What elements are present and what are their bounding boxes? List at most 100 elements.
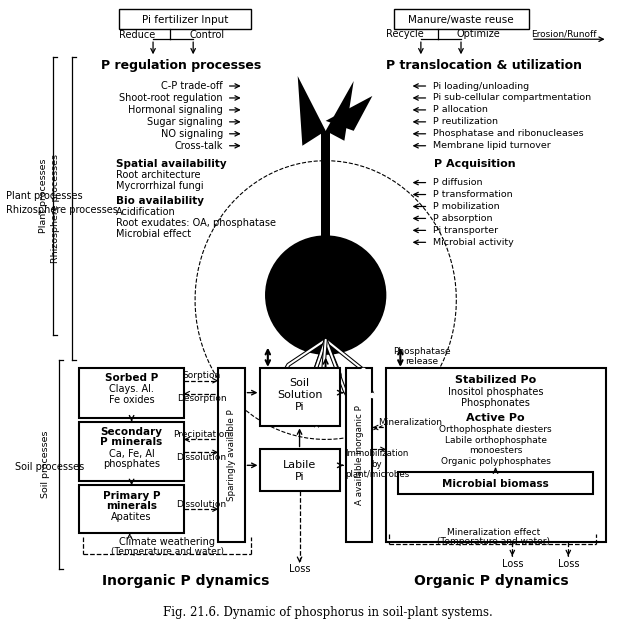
Text: P regulation processes: P regulation processes — [101, 58, 261, 72]
Text: P reutilization: P reutilization — [433, 118, 498, 126]
Text: Primary P: Primary P — [103, 491, 160, 501]
Polygon shape — [326, 96, 373, 131]
Text: Spatial availability: Spatial availability — [115, 159, 227, 169]
Text: Pi: Pi — [295, 401, 305, 411]
Text: Manure/waste reuse: Manure/waste reuse — [408, 15, 514, 25]
Polygon shape — [298, 76, 326, 146]
Text: Immobilization
by
plant/microbes: Immobilization by plant/microbes — [345, 450, 409, 479]
Text: Active Po: Active Po — [466, 413, 525, 423]
Bar — [260, 449, 339, 491]
Text: P minerals: P minerals — [100, 437, 163, 447]
Text: Soil processes: Soil processes — [15, 462, 84, 472]
Text: Sparingly available P: Sparingly available P — [227, 409, 236, 501]
Text: Rhizosphere processes: Rhizosphere processes — [6, 206, 117, 216]
Text: Ca, Fe, Al: Ca, Fe, Al — [109, 449, 155, 459]
Text: P diffusion: P diffusion — [433, 178, 482, 187]
Text: Clays. Al.: Clays. Al. — [109, 384, 154, 394]
Text: Mycrorrhizal fungi: Mycrorrhizal fungi — [115, 181, 203, 191]
Text: Phosphatase and ribonucleases: Phosphatase and ribonucleases — [433, 130, 583, 138]
Text: Sorbed P: Sorbed P — [105, 373, 158, 382]
Text: Phosphonates: Phosphonates — [461, 398, 530, 408]
Text: Dissolution: Dissolution — [177, 453, 227, 462]
Text: NO signaling: NO signaling — [161, 129, 223, 139]
Bar — [79, 421, 184, 481]
Text: Labile orthophosphate: Labile orthophosphate — [444, 436, 547, 445]
Bar — [79, 368, 184, 418]
Text: release: release — [405, 357, 439, 366]
Text: Root exudates: OA, phosphatase: Root exudates: OA, phosphatase — [115, 218, 276, 228]
Text: Plant processes: Plant processes — [39, 159, 49, 233]
Text: Loss: Loss — [558, 559, 579, 569]
Text: Pi loading/unloading: Pi loading/unloading — [433, 82, 529, 91]
Text: monoesters: monoesters — [469, 446, 522, 455]
Text: Reduce: Reduce — [119, 30, 155, 40]
Text: Microbial biomass: Microbial biomass — [442, 479, 549, 489]
Text: Organic polyphosphates: Organic polyphosphates — [441, 457, 550, 466]
Text: Optimize: Optimize — [457, 29, 500, 39]
Text: Secondary: Secondary — [100, 428, 163, 438]
Text: Shoot-root regulation: Shoot-root regulation — [119, 93, 223, 103]
Text: Dissolution: Dissolution — [177, 499, 227, 509]
Text: Microbial activity: Microbial activity — [433, 238, 514, 247]
Text: minerals: minerals — [106, 501, 157, 511]
Text: P mobilization: P mobilization — [433, 202, 500, 211]
Text: Organic P dynamics: Organic P dynamics — [414, 574, 569, 588]
Text: Hormonal signaling: Hormonal signaling — [129, 105, 223, 115]
Text: Loss: Loss — [289, 564, 310, 574]
Text: Fe oxides: Fe oxides — [109, 394, 154, 404]
Text: Plant processes: Plant processes — [6, 191, 82, 201]
Bar — [260, 368, 339, 425]
Text: Mineralization: Mineralization — [378, 418, 442, 427]
Text: Solution: Solution — [277, 389, 323, 399]
Text: C-P trade-off: C-P trade-off — [162, 81, 223, 91]
Text: Rhizosphere processes: Rhizosphere processes — [51, 154, 59, 263]
Text: Control: Control — [190, 30, 225, 40]
Text: Apatites: Apatites — [111, 512, 152, 522]
Bar — [399, 472, 593, 494]
Text: A available inorganic P: A available inorganic P — [355, 406, 364, 505]
Bar — [346, 368, 373, 542]
Text: (Temperature and water): (Temperature and water) — [110, 547, 223, 557]
Text: Sorption: Sorption — [182, 371, 221, 380]
Text: Bio availability: Bio availability — [115, 196, 203, 206]
Text: P allocation: P allocation — [433, 106, 488, 114]
Text: (Temperature and water): (Temperature and water) — [437, 538, 550, 547]
Text: Phosphatase: Phosphatase — [393, 347, 451, 357]
Text: Recycle: Recycle — [386, 29, 424, 39]
Text: Cross-talk: Cross-talk — [175, 141, 223, 151]
Text: Microbial effect: Microbial effect — [115, 230, 191, 240]
Text: Precipitation: Precipitation — [173, 430, 230, 439]
Bar — [394, 9, 529, 30]
Text: Orthophosphate diesters: Orthophosphate diesters — [439, 425, 552, 434]
Text: Pi sub-cellular compartmentation: Pi sub-cellular compartmentation — [433, 94, 591, 103]
Text: Membrane lipid turnover: Membrane lipid turnover — [433, 142, 551, 150]
Text: Soil processes: Soil processes — [41, 431, 51, 498]
Text: P translocation & utilization: P translocation & utilization — [386, 58, 582, 72]
Bar — [119, 9, 251, 30]
Text: Labile: Labile — [283, 460, 316, 470]
Text: Pi transporter: Pi transporter — [433, 226, 498, 235]
Text: P transformation: P transformation — [433, 190, 513, 199]
Text: P absorption: P absorption — [433, 214, 492, 223]
Ellipse shape — [265, 235, 386, 355]
Bar — [321, 131, 330, 300]
Text: Root architecture: Root architecture — [115, 170, 200, 180]
Text: Mineralization effect: Mineralization effect — [447, 528, 540, 537]
Text: Desorption: Desorption — [177, 394, 227, 403]
Text: Sugar signaling: Sugar signaling — [147, 117, 223, 127]
Text: Fig. 21.6. Dynamic of phosphorus in soil-plant systems.: Fig. 21.6. Dynamic of phosphorus in soil… — [163, 606, 492, 619]
Text: Stabilized Po: Stabilized Po — [455, 375, 536, 385]
Bar — [79, 485, 184, 533]
Text: Soil: Soil — [290, 377, 310, 387]
Text: Climate weathering: Climate weathering — [119, 537, 215, 547]
Bar — [218, 368, 245, 542]
Text: Pi fertilizer Input: Pi fertilizer Input — [142, 15, 228, 25]
Text: Erosion/Runoff: Erosion/Runoff — [531, 30, 597, 39]
Bar — [386, 368, 606, 542]
Text: Pi: Pi — [295, 472, 305, 482]
Text: Inositol phosphates: Inositol phosphates — [448, 387, 544, 397]
Polygon shape — [326, 81, 354, 141]
Text: Inorganic P dynamics: Inorganic P dynamics — [102, 574, 270, 588]
Text: phosphates: phosphates — [103, 459, 160, 469]
Text: Loss: Loss — [502, 559, 523, 569]
